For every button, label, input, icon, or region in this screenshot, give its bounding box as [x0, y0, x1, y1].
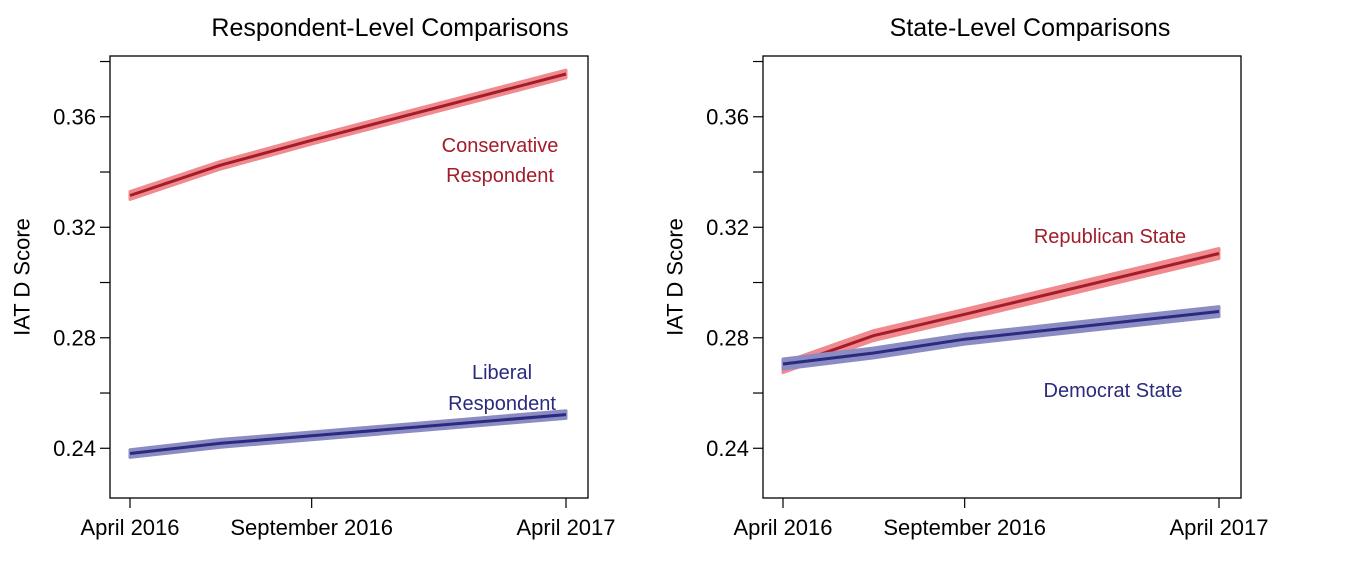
- x-tick-label-2: April 2017: [1169, 515, 1268, 540]
- x-tick-label-1: September 2016: [883, 515, 1046, 540]
- y-tick-label-1: 0.28: [706, 325, 749, 350]
- series-label-1-line-1: Respondent: [448, 393, 556, 415]
- y-tick-label-3: 0.36: [706, 104, 749, 129]
- series-label-0-line-0: Republican State: [1034, 226, 1186, 248]
- y-tick-label-0: 0.24: [53, 436, 96, 461]
- plot-frame: [762, 55, 1242, 499]
- y-tick-label-0: 0.24: [706, 436, 749, 461]
- series-label-1-line-0: Liberal: [472, 362, 532, 384]
- series-label-0-line-0: Conservative: [442, 135, 559, 157]
- x-tick-label-2: April 2017: [516, 515, 615, 540]
- y-tick-label-2: 0.32: [53, 215, 96, 240]
- y-tick-label-3: 0.36: [53, 104, 96, 129]
- chart-panel-1: Respondent-Level Comparisons IAT D Score 0…: [10, 14, 616, 540]
- y-axis-title: IAT D Score: [10, 218, 35, 336]
- series-label-1-line-0: Democrat State: [1044, 380, 1183, 402]
- y-tick-label-1: 0.28: [53, 325, 96, 350]
- chart-title: Respondent-Level Comparisons: [211, 14, 568, 42]
- x-tick-label-0: April 2016: [80, 515, 179, 540]
- series-line-1: [782, 310, 1220, 366]
- y-tick-label-2: 0.32: [706, 215, 749, 240]
- x-tick-label-0: April 2016: [733, 515, 832, 540]
- series-band-1: [781, 305, 1221, 371]
- chart-panel-2: State-Level Comparisons IAT D Score 0.24 0.…: [663, 14, 1269, 540]
- y-axis-title: IAT D Score: [663, 218, 688, 336]
- plot-frame: [109, 55, 589, 499]
- series-line-0: [782, 252, 1220, 370]
- series-label-0-line-1: Respondent: [446, 165, 554, 187]
- chart-title: State-Level Comparisons: [890, 14, 1171, 42]
- series-line-0: [129, 72, 567, 197]
- series-line-1: [129, 413, 567, 455]
- x-tick-label-1: September 2016: [230, 515, 393, 540]
